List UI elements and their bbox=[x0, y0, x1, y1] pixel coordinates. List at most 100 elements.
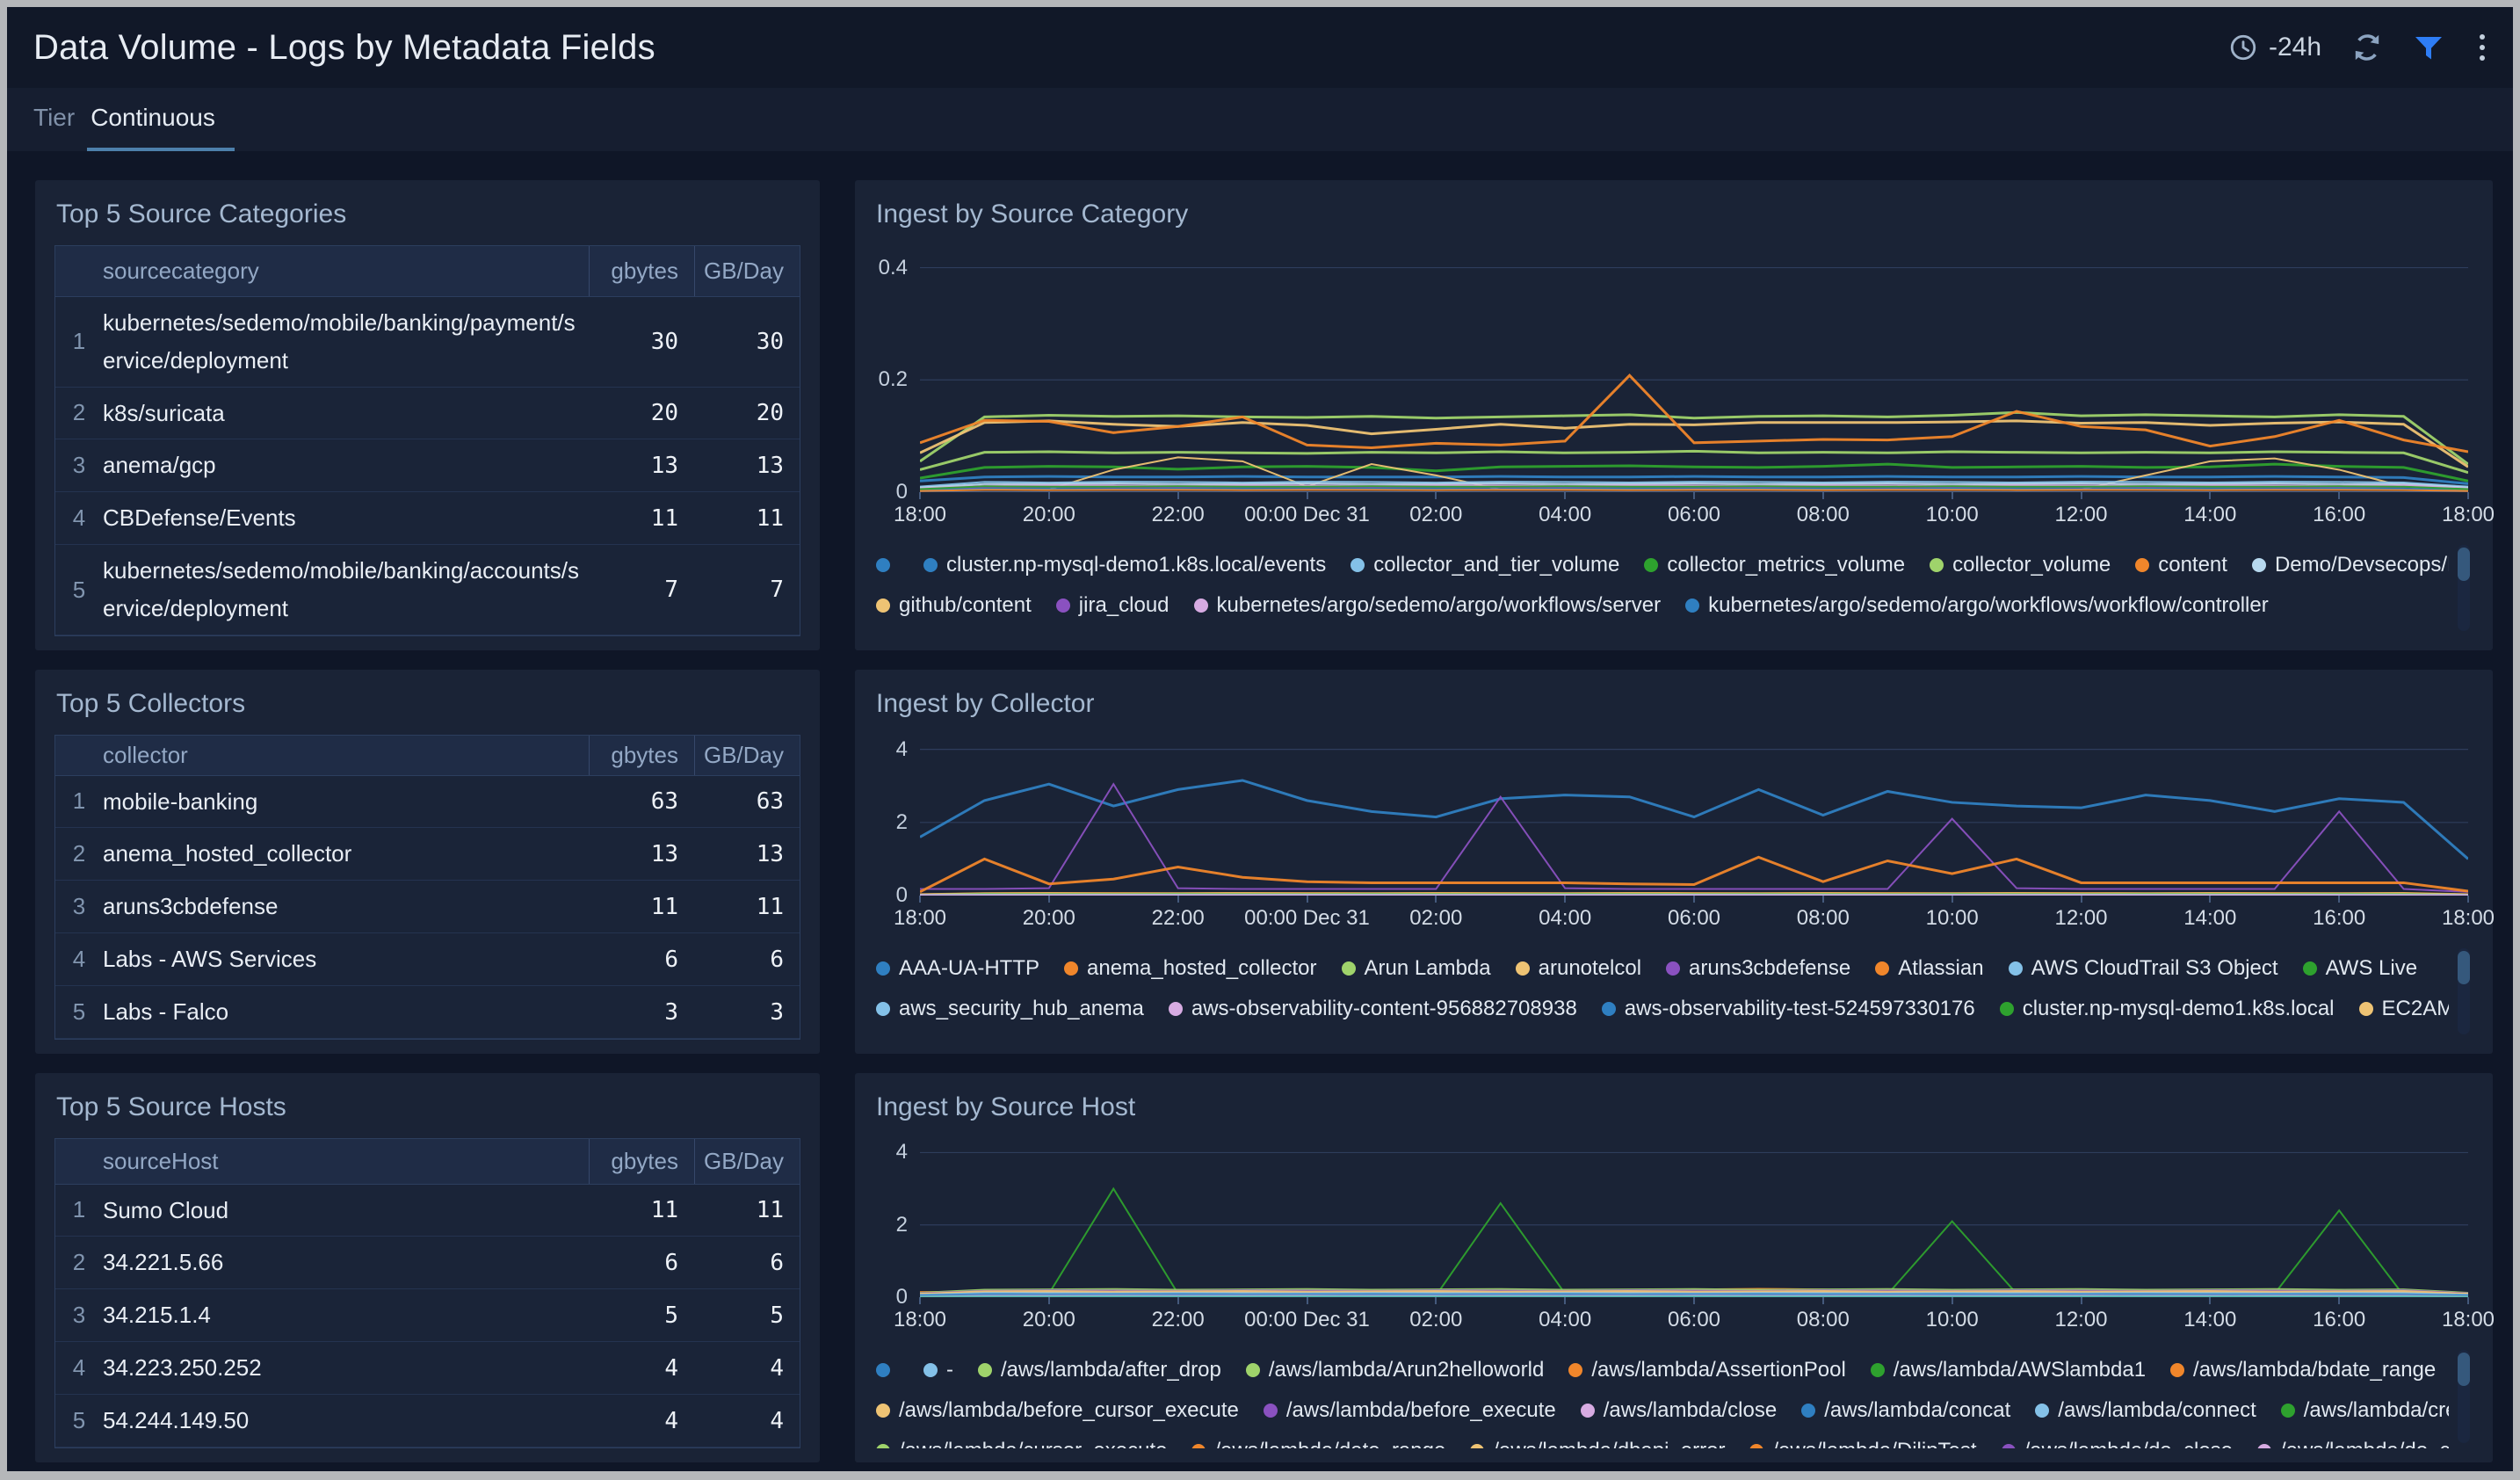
legend-item[interactable]: Interactive Traceback Extension bbox=[1793, 1037, 2115, 1040]
chart-canvas[interactable] bbox=[920, 245, 2468, 492]
legend-item[interactable]: /aws/lambda/create_engine bbox=[2280, 1398, 2449, 1423]
legend-label: Demo/Devsecops/Nginx bbox=[2274, 553, 2449, 577]
legend-item[interactable]: /aws/lambda/date_range bbox=[1191, 1439, 1445, 1448]
legend-dot-icon bbox=[1568, 1363, 1583, 1377]
legend-item[interactable]: /aws/lambda/DilipTest bbox=[1749, 1439, 1977, 1448]
legend-item[interactable]: kubernetes/sedemo/mobile/banking/payment… bbox=[1534, 634, 2164, 636]
legend-item[interactable]: jira_cloud bbox=[1055, 593, 1169, 618]
row-rank: 5 bbox=[72, 1407, 86, 1434]
x-axis-tick-label: 14:00 bbox=[2183, 503, 2237, 526]
legend-item[interactable]: /aws/lambda/close bbox=[1580, 1398, 1777, 1423]
refresh-button[interactable] bbox=[2351, 32, 2383, 63]
row-key-value: mobile-banking bbox=[103, 787, 258, 815]
legend-item[interactable] bbox=[876, 1363, 899, 1377]
legend-item[interactable]: cluster.np-mysql-demo1.k8s.local bbox=[1999, 997, 2335, 1021]
legend-item[interactable]: github/content bbox=[876, 593, 1032, 618]
legend-item[interactable]: AAA-UA-HTTP bbox=[876, 956, 1039, 981]
legend-item[interactable]: kubernetes/collector bbox=[1438, 1037, 1650, 1040]
page-title: Data Volume - Logs by Metadata Fields bbox=[33, 27, 655, 67]
legend-item[interactable]: Atlassian bbox=[1875, 956, 1984, 981]
legend-dot-icon bbox=[1055, 599, 1070, 613]
legend-item[interactable]: Arun Lambda bbox=[1341, 956, 1491, 981]
table-header-rank bbox=[55, 246, 103, 296]
legend-item[interactable]: - bbox=[923, 1358, 953, 1382]
legend-item[interactable]: Internet bbox=[1675, 1037, 1769, 1040]
legend-item[interactable]: aws-observability-test-524597330176 bbox=[1601, 997, 1975, 1021]
legend-item[interactable]: AWS Live bbox=[2302, 956, 2417, 981]
table-row[interactable]: 2 34.221.5.66 6 6 bbox=[55, 1237, 800, 1290]
filter-button[interactable] bbox=[2413, 32, 2444, 63]
legend-item[interactable]: /aws/lambda/connect bbox=[2035, 1398, 2256, 1423]
legend-item[interactable]: aws_security_hub_anema bbox=[876, 997, 1144, 1021]
legend-item[interactable]: kubernetes/argo/sedemo/argo/workflows/se… bbox=[1193, 593, 1661, 618]
table-row[interactable]: 3 anema/gcp 13 13 bbox=[55, 439, 800, 493]
legend-item[interactable]: /aws/lambda/after_drop bbox=[978, 1358, 1221, 1382]
table-row[interactable]: 5 kubernetes/sedemo/mobile/banking/accoun… bbox=[55, 545, 800, 635]
legend-item[interactable]: CSB Audit Test bbox=[876, 1037, 1039, 1040]
table-row[interactable]: 4 34.223.250.252 4 4 bbox=[55, 1342, 800, 1396]
legend-item[interactable]: collector_and_tier_volume bbox=[1351, 553, 1619, 577]
table-row[interactable]: 2 anema_hosted_collector 13 13 bbox=[55, 828, 800, 881]
legend-dot-icon bbox=[876, 961, 890, 976]
table-row[interactable]: 1 kubernetes/sedemo/mobile/banking/paymen… bbox=[55, 296, 800, 388]
legend-item[interactable]: collector_metrics_volume bbox=[1644, 553, 1905, 577]
chart-canvas[interactable] bbox=[920, 1138, 2468, 1297]
legend-item[interactable]: aruns3cbdefense bbox=[1666, 956, 1850, 981]
table-row[interactable]: 4 Labs - AWS Services 6 6 bbox=[55, 933, 800, 987]
legend-item[interactable]: arunotelcol bbox=[1515, 956, 1641, 981]
table-row[interactable]: 3 aruns3cbdefense 11 11 bbox=[55, 881, 800, 934]
legend-item[interactable]: /aws/lambda/cursor_execute bbox=[876, 1439, 1167, 1448]
table-row[interactable]: 1 Sumo Cloud 11 11 bbox=[55, 1184, 800, 1237]
x-axis-tick-label: 02:00 bbox=[1409, 906, 1463, 930]
legend-dot-icon bbox=[1351, 558, 1365, 572]
legend-item[interactable]: AWS CloudTrail S3 Object bbox=[2008, 956, 2278, 981]
legend-item[interactable] bbox=[876, 558, 899, 572]
legend-item[interactable]: GitHub Webhook bbox=[1064, 1037, 1247, 1040]
table-row[interactable]: 2 k8s/suricata 20 20 bbox=[55, 387, 800, 440]
legend-label: cluster.np-mysql-demo1.k8s.local/events bbox=[946, 553, 1327, 577]
legend-scrollbar-thumb[interactable] bbox=[2458, 951, 2470, 984]
legend-item[interactable]: /aws/lambda/dbapi_error bbox=[1470, 1439, 1725, 1448]
panel-top5-collectors: Top 5 Collectors collector gbytes GB/Day 1 m… bbox=[35, 670, 820, 1054]
time-range-button[interactable]: -24h bbox=[2228, 33, 2321, 62]
chart-plot-area: 0 0.2 0.4 bbox=[874, 245, 2468, 504]
source-categories-table: sourcecategory gbytes GB/Day 1 kubernetes/se… bbox=[54, 245, 800, 636]
legend-label: kubernetes/sedemo/mobile/banking/payment… bbox=[1557, 634, 2164, 636]
legend-item[interactable]: EC2AMAZ-UIF5MB6 bbox=[2358, 997, 2449, 1021]
table-row[interactable]: 5 Labs - Falco 3 3 bbox=[55, 986, 800, 1039]
legend-item[interactable]: Demo/Devsecops/Nginx bbox=[2251, 553, 2449, 577]
legend-scrollbar-thumb[interactable] bbox=[2458, 548, 2470, 581]
legend-scrollbar-thumb[interactable] bbox=[2458, 1353, 2470, 1386]
legend-item[interactable]: kubernetes/sedemo/mobile/banking/account… bbox=[876, 634, 1510, 636]
legend-item[interactable]: /aws/lambda/before_execute bbox=[1263, 1398, 1556, 1423]
legend-item[interactable]: /aws/lambda/do_close bbox=[2001, 1439, 2233, 1448]
table-row[interactable]: 4 CBDefense/Events 11 11 bbox=[55, 492, 800, 546]
legend-item[interactable]: cluster.np-mysql-demo1.k8s.local/events bbox=[923, 553, 1326, 577]
panel-ingest-by-source-category: Ingest by Source Category 0 0.2 0.4 18:00 20… bbox=[855, 180, 2495, 650]
legend-item[interactable]: content bbox=[2135, 553, 2227, 577]
chart-canvas[interactable] bbox=[920, 735, 2468, 896]
legend-label: kubernetes/sedemo/mobile/banking/account… bbox=[899, 634, 1510, 636]
table-row[interactable]: 1 mobile-banking 63 63 bbox=[55, 775, 800, 829]
legend-item[interactable]: /aws/lambda/concat bbox=[1801, 1398, 2010, 1423]
table-row[interactable]: 5 54.244.149.50 4 4 bbox=[55, 1395, 800, 1447]
legend-item[interactable]: /aws/lambda/AWSlambda1 bbox=[1870, 1358, 2146, 1382]
legend-item[interactable]: aws-observability-content-956882708938 bbox=[1168, 997, 1577, 1021]
legend-item[interactable]: kubernetes/argo/sedemo/argo/workflows/wo… bbox=[1685, 593, 2269, 618]
legend-item[interactable]: collector_volume bbox=[1930, 553, 2111, 577]
legend-label: content bbox=[2158, 553, 2227, 577]
tab-continuous[interactable]: Continuous bbox=[87, 104, 235, 151]
kebab-menu-button[interactable] bbox=[2474, 31, 2490, 64]
y-axis-tick-label: 0 bbox=[895, 883, 908, 907]
legend-item[interactable]: /aws/lambda/Arun2helloworld bbox=[1245, 1358, 1544, 1382]
table-row[interactable]: 3 34.215.1.4 5 5 bbox=[55, 1289, 800, 1343]
legend-item[interactable]: /aws/lambda/before_cursor_execute bbox=[876, 1398, 1239, 1423]
legend-item[interactable]: /aws/lambda/AssertionPool bbox=[1568, 1358, 1846, 1382]
legend-dot-icon bbox=[1263, 1404, 1278, 1418]
legend-item[interactable]: /aws/lambda/bdate_range bbox=[2170, 1358, 2436, 1382]
legend-item[interactable]: Hiren-cluster bbox=[1271, 1037, 1414, 1040]
legend-item[interactable]: anema_hosted_collector bbox=[1064, 956, 1317, 981]
legend-item[interactable]: /aws/lambda/do_commit bbox=[2257, 1439, 2449, 1448]
legend-row: github/content jira_cloud kubernetes/argo/… bbox=[876, 585, 2449, 626]
legend-item[interactable]: IntuneJCollector bbox=[2140, 1037, 2314, 1040]
